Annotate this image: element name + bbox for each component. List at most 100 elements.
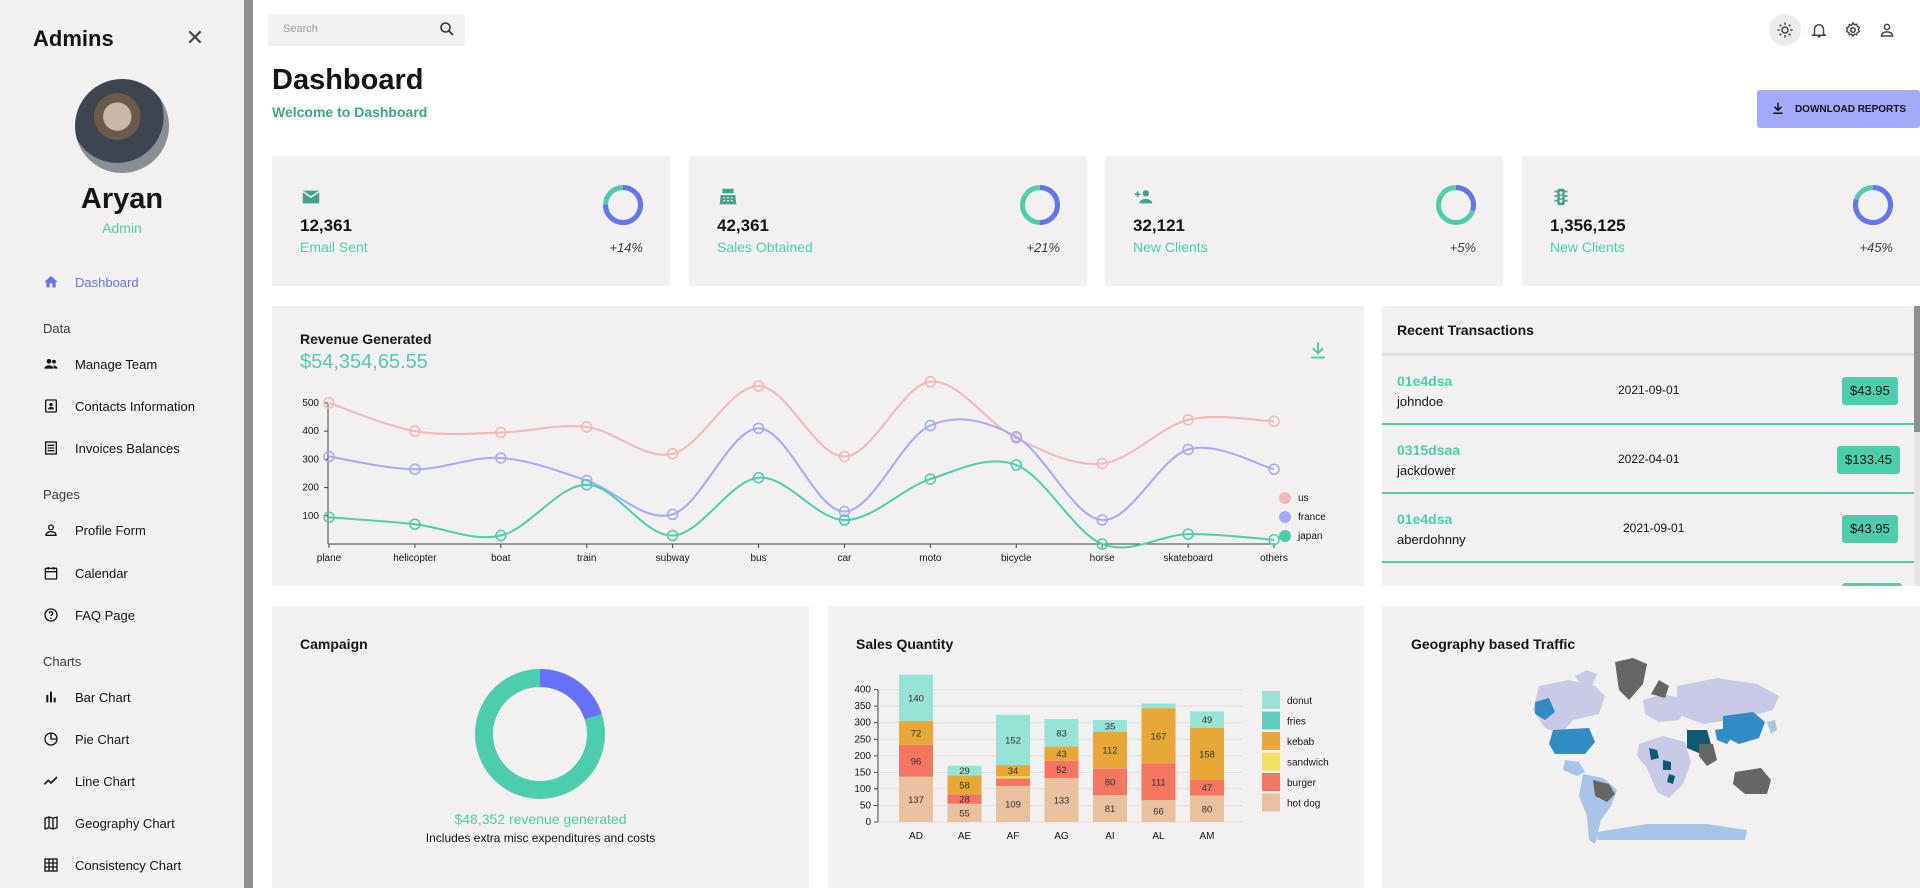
transaction-cost: $43.95: [1842, 515, 1898, 543]
sidebar-item-bar-chart[interactable]: Bar Chart: [43, 682, 131, 712]
transaction-row: 01e4dsa johndoe 2021-09-01 $43.95: [1382, 356, 1916, 425]
stat-value: 32,121: [1133, 216, 1185, 235]
bar-segment-kebab: [899, 721, 933, 745]
data-point: [1010, 431, 1023, 443]
data-label: 72: [911, 728, 922, 739]
download-icon: [1771, 101, 1785, 118]
stat-card-clients: 32,121 New Clients +5%: [1105, 156, 1503, 286]
campaign-ring-fill: [539, 669, 602, 720]
close-icon[interactable]: ✕: [185, 25, 205, 50]
transaction-row: 01e4dsa aberdohnny 2021-09-01 $43.95: [1382, 494, 1916, 563]
stat-increase: +5%: [1449, 240, 1476, 255]
map-region: [1575, 670, 1597, 690]
sidebar-scrollbar[interactable]: [244, 0, 253, 888]
bar-segment-kebab: [1190, 727, 1224, 780]
download-reports-button[interactable]: DOWNLOAD REPORTS: [1757, 90, 1920, 128]
transaction-user: johndoe: [1397, 394, 1444, 409]
transactions-card: Recent Transactions 01e4dsa johndoe 2021…: [1382, 306, 1920, 586]
sidebar-item-calendar[interactable]: Calendar: [43, 558, 128, 588]
contacts-icon: [43, 398, 75, 414]
stat-label: New Clients: [1133, 239, 1208, 255]
x-tick-label: others: [1260, 553, 1288, 564]
data-point: [580, 479, 593, 491]
data-point: [1096, 538, 1108, 550]
progress-ring: [1436, 185, 1476, 225]
data-point: [495, 529, 507, 542]
scrollbar-thumb[interactable]: [1914, 306, 1920, 432]
bar-chart-icon: [43, 689, 75, 705]
stat-card-sales: 42,361 Sales Obtained +21%: [689, 156, 1087, 286]
transaction-date: 2022-04-01: [1618, 452, 1680, 466]
legend-swatch: [1279, 511, 1291, 523]
data-point: [924, 473, 937, 485]
data-label: 111: [1151, 777, 1165, 788]
stat-label: Sales Obtained: [717, 239, 813, 255]
sidebar-item-label: Line Chart: [75, 773, 135, 789]
light-mode-icon[interactable]: [1769, 14, 1801, 46]
data-label: 55: [959, 808, 970, 819]
bar-segment-burger: [1044, 760, 1079, 778]
stat-increase: +21%: [1026, 240, 1060, 255]
data-point: [1096, 457, 1108, 470]
transaction-id: 01e4dsa: [1397, 511, 1453, 527]
map-region: [1535, 698, 1555, 720]
transaction-cost: $133.45: [1837, 446, 1900, 474]
data-point: [752, 422, 765, 435]
point-of-sale-icon: [717, 186, 739, 213]
map-region: [1733, 768, 1771, 794]
account-icon[interactable]: [1871, 14, 1903, 46]
scrollbar-track[interactable]: [1914, 306, 1920, 586]
y-tick-label: 200: [302, 483, 319, 494]
grid-icon: [43, 857, 75, 873]
notifications-icon[interactable]: [1803, 14, 1835, 46]
sidebar-item-geography[interactable]: Geography Chart: [43, 808, 175, 838]
sidebar-item-pie-chart[interactable]: Pie Chart: [43, 724, 129, 754]
data-label: 133: [1054, 795, 1070, 806]
search-input[interactable]: Search: [283, 23, 318, 35]
sidebar-item-faq[interactable]: FAQ Page: [43, 600, 135, 630]
progress-ring-fill: [1039, 185, 1060, 225]
user-role: Admin: [102, 220, 142, 236]
data-point: [1096, 514, 1108, 526]
data-point: [495, 452, 507, 464]
sidebar-item-consistency[interactable]: Consistency Chart: [43, 850, 181, 880]
legend-label: sandwich: [1287, 758, 1329, 769]
page-title: Dashboard: [272, 64, 424, 96]
help-icon: [43, 607, 75, 623]
bar-segment-hot-dog: [899, 776, 933, 822]
calendar-icon: [43, 565, 75, 581]
legend-label: hot dog: [1287, 799, 1320, 810]
transaction-cost: $43.95: [1842, 377, 1898, 405]
x-tick-label: AF: [1007, 831, 1020, 842]
search-icon[interactable]: [438, 20, 456, 43]
bar-segment-burger: [899, 744, 933, 777]
y-tick-label: 400: [302, 426, 319, 437]
x-tick-label: plane: [317, 553, 342, 564]
data-label: 47: [1202, 783, 1213, 794]
home-icon: [43, 274, 75, 290]
progress-ring-fill: [1853, 185, 1893, 225]
sidebar-item-dashboard[interactable]: Dashboard: [43, 267, 139, 297]
data-label: 152: [1005, 735, 1021, 746]
data-label: 167: [1151, 731, 1167, 742]
sidebar-item-profile-form[interactable]: Profile Form: [43, 515, 146, 545]
legend-swatch: [1262, 711, 1280, 730]
progress-ring-fill: [603, 185, 643, 225]
x-tick-label: skateboard: [1163, 553, 1212, 564]
bar-segment-burger: [947, 794, 982, 804]
data-label: 58: [959, 780, 970, 791]
sidebar-item-contacts[interactable]: Contacts Information: [43, 391, 195, 421]
data-point: [1268, 415, 1280, 428]
person-icon: [43, 522, 75, 538]
sidebar-item-line-chart[interactable]: Line Chart: [43, 766, 135, 796]
settings-icon[interactable]: [1837, 14, 1869, 46]
x-tick-label: horse: [1090, 553, 1115, 564]
sidebar-item-manage-team[interactable]: Manage Team: [43, 349, 157, 379]
bar-segment-kebab: [1044, 746, 1079, 761]
data-label: 81: [1105, 804, 1116, 815]
sidebar-item-invoices[interactable]: Invoices Balances: [43, 433, 180, 463]
data-label: 52: [1056, 765, 1067, 776]
download-icon[interactable]: [1308, 340, 1328, 365]
download-reports-label: DOWNLOAD REPORTS: [1794, 103, 1907, 115]
bar-segment-donut: [1093, 720, 1127, 732]
